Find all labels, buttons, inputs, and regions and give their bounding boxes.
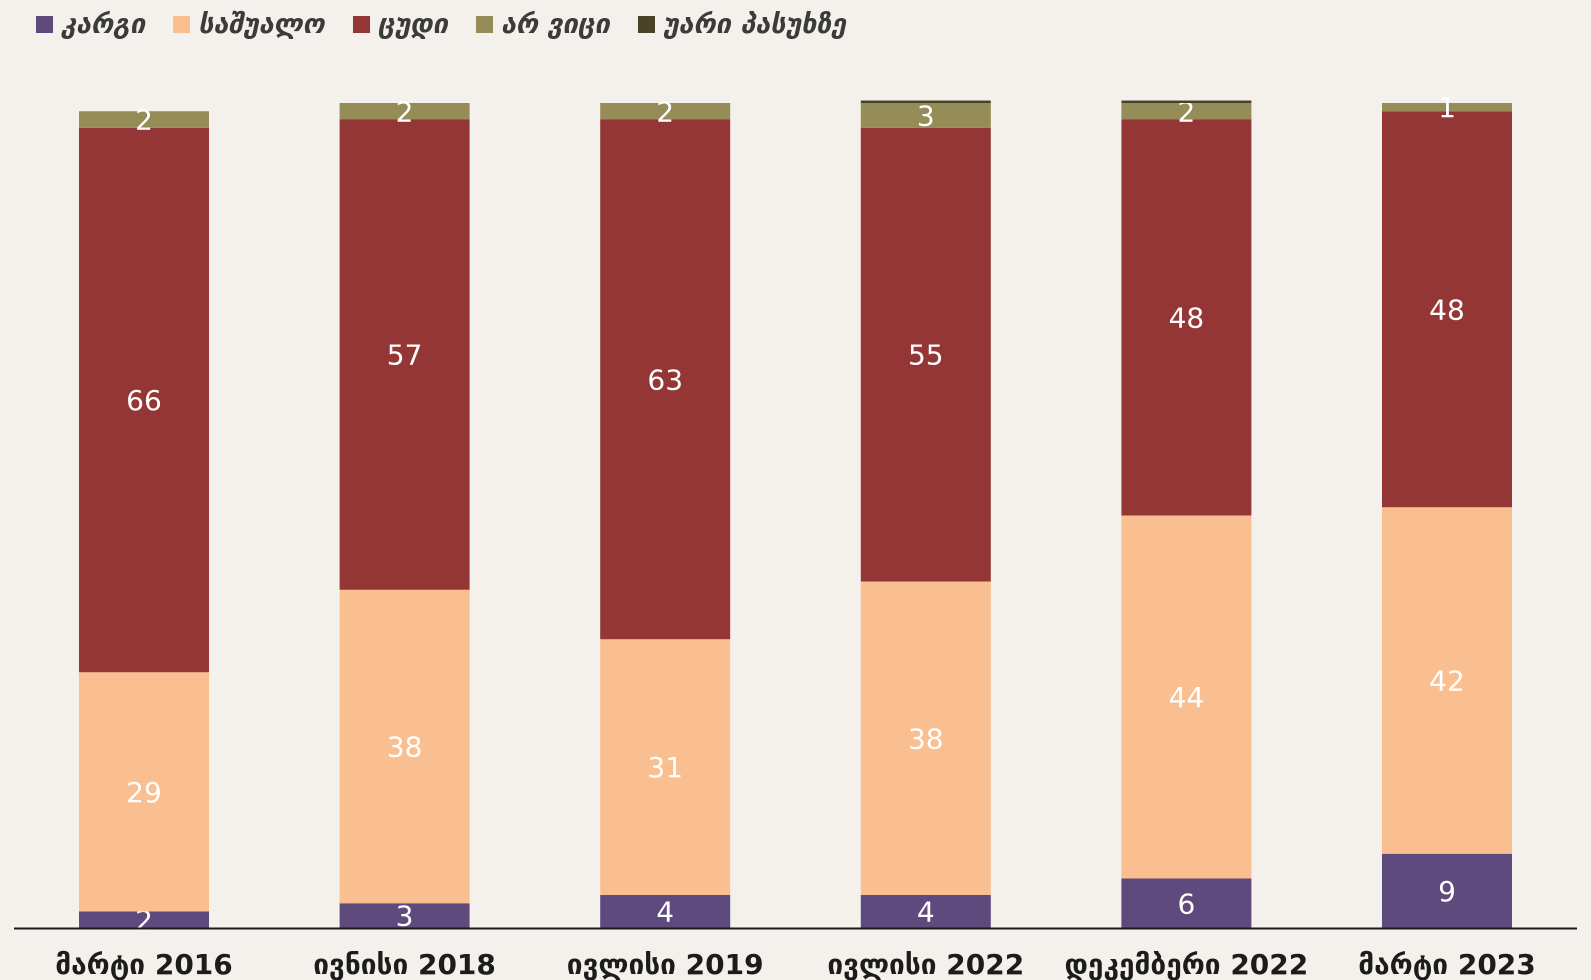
data-label: 55: [908, 339, 944, 372]
data-label: 2: [135, 104, 153, 137]
bar-segment: [600, 119, 731, 640]
legend-label: საშუალო: [198, 8, 325, 40]
bar-segment: [860, 895, 991, 928]
bar-segment: [1121, 878, 1252, 928]
bar-segment: [79, 911, 209, 928]
data-label: 48: [1169, 302, 1205, 335]
data-label: 4: [656, 896, 674, 929]
category-label: მარტი 2016: [55, 948, 233, 980]
chart-legend: კარგი საშუალო ცუდი არ ვიცი უარი პასუხზე: [36, 4, 846, 44]
data-label: 31: [647, 751, 683, 784]
data-label: 2: [396, 95, 414, 128]
category-label: მარტი 2023: [1358, 948, 1536, 980]
category-label: ივლისი 2019: [567, 948, 764, 980]
data-label: 3: [396, 900, 414, 933]
bar-segment: [339, 589, 470, 904]
category-label: ივნისი 2018: [313, 948, 496, 980]
data-label: 38: [387, 731, 423, 764]
data-label: 4: [917, 896, 935, 929]
legend-item: არ ვიცი: [475, 8, 610, 40]
data-label: 38: [908, 722, 944, 755]
bar-segment: [600, 639, 731, 895]
bar-segment: [600, 895, 731, 928]
bar-segment: [79, 127, 209, 673]
bar-segment: [860, 127, 991, 582]
bar-segment: [600, 103, 731, 120]
legend-label: უარი პასუხზე: [662, 8, 846, 40]
data-label: 42: [1429, 665, 1465, 698]
legend-swatch: [36, 15, 53, 33]
legend-swatch: [173, 15, 191, 33]
legend-item: საშუალო: [173, 8, 325, 40]
data-label: 63: [647, 363, 683, 396]
data-label: 2: [656, 95, 674, 128]
legend-swatch: [637, 15, 655, 33]
legend-label: ცუდი: [377, 8, 448, 40]
bar-segment: [1382, 103, 1512, 112]
category-label: დეკემბერი 2022: [1065, 948, 1309, 980]
bar-segment: [1121, 103, 1252, 120]
bar-segment: [1382, 111, 1512, 508]
bar-segment: [79, 672, 209, 912]
legend-swatch: [475, 15, 493, 33]
legend-item: ცუდი: [352, 8, 448, 40]
bar-segment: [860, 103, 991, 128]
legend-item: კარგი: [36, 9, 145, 40]
data-label: 48: [1429, 293, 1465, 326]
legend-label: კარგი: [61, 8, 146, 40]
data-label: 3: [917, 99, 935, 132]
data-label: 2: [1177, 95, 1195, 128]
bar-segment: [1121, 119, 1252, 516]
bar-segment: [339, 103, 470, 120]
bar-segment: [860, 581, 991, 895]
legend-label: არ ვიცი: [500, 8, 610, 40]
bar-segment: [860, 100, 991, 103]
data-label: 66: [126, 384, 162, 417]
bar-segment: [1382, 507, 1512, 854]
bar-segment: [79, 111, 209, 128]
bar-segment: [1382, 853, 1512, 928]
data-label: 9: [1438, 875, 1456, 908]
data-label: 1: [1438, 91, 1456, 124]
legend-item: უარი პასუხზე: [637, 8, 846, 40]
category-label: ივლისი 2022: [827, 948, 1024, 980]
bar-segment: [339, 903, 470, 928]
data-label: 6: [1177, 887, 1195, 920]
data-label: 57: [387, 339, 423, 372]
data-label: 29: [126, 776, 162, 809]
bar-segment: [1121, 100, 1252, 103]
bar-segment: [339, 119, 470, 590]
legend-swatch: [352, 15, 370, 33]
bar-segment: [1121, 515, 1252, 879]
data-label: 44: [1169, 681, 1205, 714]
